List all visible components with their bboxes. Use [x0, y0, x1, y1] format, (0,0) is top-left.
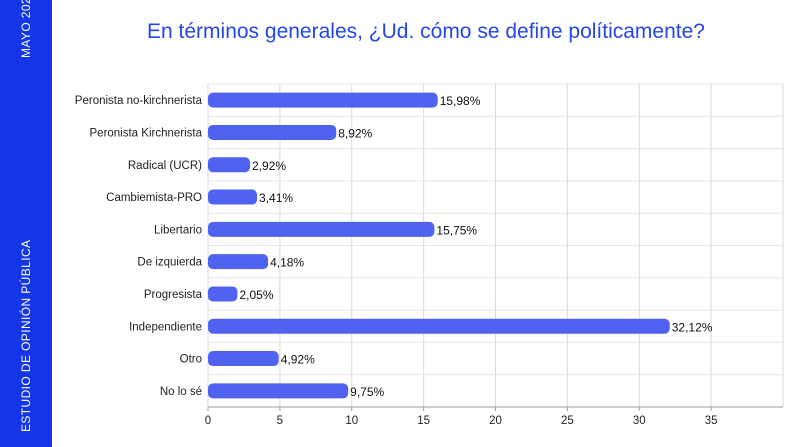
bar — [208, 351, 279, 367]
bar-value-label: 4,18% — [270, 256, 304, 270]
category-label: Progresista — [144, 289, 203, 301]
bar-value-label: 32,12% — [672, 320, 713, 334]
bar — [208, 383, 349, 399]
category-label: No lo sé — [160, 386, 202, 398]
bar-value-label: 2,92% — [252, 159, 286, 173]
x-tick-label: 20 — [489, 415, 502, 427]
bar-value-label: 2,05% — [239, 288, 273, 302]
bar — [208, 157, 250, 173]
bar — [208, 254, 269, 270]
bar — [208, 221, 435, 237]
bar-value-label: 15,98% — [440, 94, 481, 108]
category-label: Peronista Kirchnerista — [90, 127, 203, 139]
bar — [208, 124, 337, 140]
bar-value-label: 4,92% — [281, 353, 315, 367]
x-tick-label: 15 — [417, 415, 430, 427]
category-label: De izquierda — [137, 257, 202, 269]
x-tick-label: 10 — [345, 415, 358, 427]
bar-value-label: 8,92% — [338, 126, 372, 140]
category-label: Otro — [180, 354, 202, 366]
bar — [208, 92, 438, 108]
category-label: Cambiemista-PRO — [106, 192, 202, 204]
x-tick-label: 25 — [561, 415, 574, 427]
sidebar: MAYO 2024 ESTUDIO DE OPINIÓN PÚBLICA — [0, 0, 52, 447]
x-tick-label: 30 — [633, 415, 646, 427]
x-tick-label: 35 — [705, 415, 718, 427]
x-tick-label: 0 — [205, 415, 211, 427]
chart-title: En términos generales, ¿Ud. cómo se defi… — [147, 20, 705, 43]
category-label: Independiente — [129, 321, 202, 333]
bar — [208, 189, 258, 205]
bar-value-label: 9,75% — [350, 385, 384, 399]
bar — [208, 318, 670, 334]
bar — [208, 286, 238, 302]
category-label: Radical (UCR) — [128, 160, 202, 172]
x-tick-label: 5 — [277, 415, 283, 427]
category-label: Libertario — [154, 224, 202, 236]
bar-value-label: 15,75% — [436, 223, 477, 237]
bar-value-label: 3,41% — [259, 191, 293, 205]
category-label: Peronista no-kirchnerista — [75, 95, 203, 107]
